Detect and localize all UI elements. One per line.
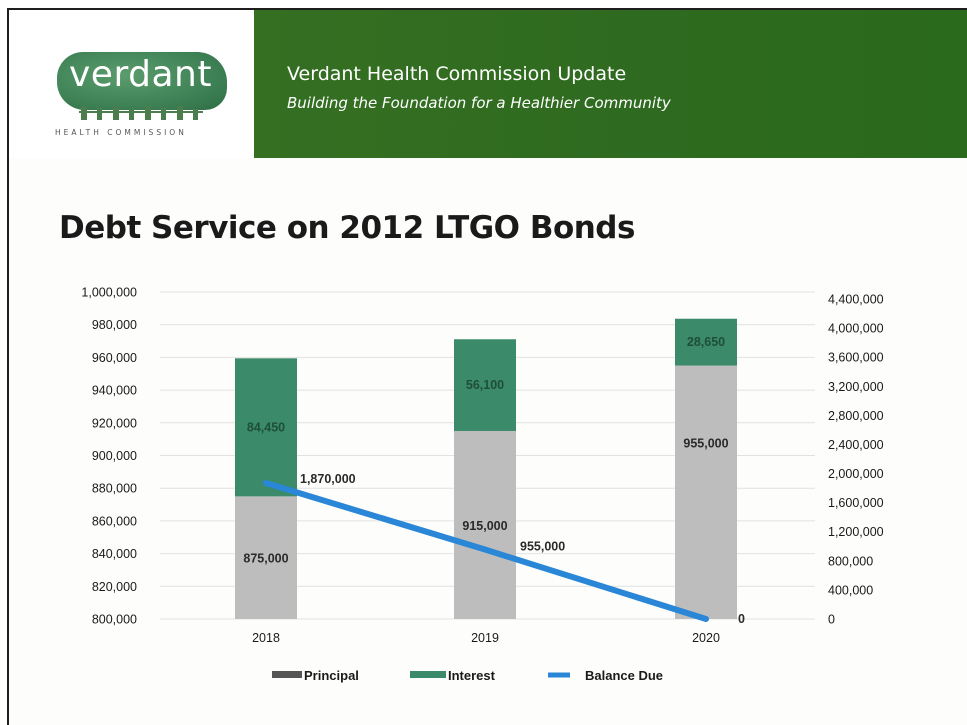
y-right-tick-label: 2,800,000: [828, 409, 884, 423]
x-tick-label: 2018: [252, 631, 280, 645]
interest-bar: [675, 318, 737, 366]
principal-data-label: 955,000: [683, 436, 728, 450]
legend-label-interest: Interest: [448, 668, 496, 683]
legend-swatch-interest: [410, 671, 446, 678]
balance-due-line: [263, 480, 709, 622]
y-right-tick-label: 1,200,000: [828, 525, 884, 539]
y-right-tick-label: 4,000,000: [828, 322, 884, 336]
balance-data-label: 0: [738, 612, 745, 626]
y-left-tick-label: 1,000,000: [81, 286, 137, 300]
y-left-tick-label: 840,000: [92, 547, 137, 561]
y-right-tick-label: 1,600,000: [828, 496, 884, 510]
legend-swatch-principal: [272, 671, 302, 678]
x-tick-label: 2020: [692, 631, 720, 645]
interest-data-label: 56,100: [466, 378, 504, 392]
principal-bar: [675, 365, 737, 619]
balance-data-label: 1,870,000: [300, 472, 356, 486]
y-left-tick-label: 900,000: [92, 449, 137, 463]
y-left-tick-label: 860,000: [92, 514, 137, 528]
y-left-tick-label: 800,000: [92, 613, 137, 627]
chart-title: Debt Service on 2012 LTGO Bonds: [59, 210, 635, 246]
header-banner: Verdant Health Commission Update Buildin…: [254, 10, 967, 158]
interest-bar: [235, 358, 297, 497]
y-left-tick-label: 820,000: [92, 580, 137, 594]
interest-data-label: 84,450: [247, 420, 285, 434]
interest-bar: [454, 339, 516, 431]
y-left-tick-label: 940,000: [92, 384, 137, 398]
y-right-tick-label: 400,000: [828, 583, 873, 597]
interest-data-label: 28,650: [687, 335, 725, 349]
principal-data-label: 875,000: [243, 552, 288, 566]
y-right-tick-label: 2,000,000: [828, 467, 884, 481]
principal-bar: [454, 430, 516, 619]
tree-canopy-icon: [57, 52, 227, 110]
y-right-tick-label: 4,400,000: [828, 293, 884, 307]
principal-data-label: 915,000: [462, 519, 507, 533]
y-left-tick-label: 920,000: [92, 416, 137, 430]
x-tick-label: 2019: [471, 631, 499, 645]
y-left-tick-label: 980,000: [92, 318, 137, 332]
y-left-tick-label: 880,000: [92, 482, 137, 496]
y-right-tick-label: 3,600,000: [828, 351, 884, 365]
logo: verdant HEALTH COMMISSION: [9, 10, 254, 158]
y-right-tick-label: 3,200,000: [828, 380, 884, 394]
legend-label-principal: Principal: [304, 668, 359, 683]
legend-label-balance: Balance Due: [585, 668, 663, 683]
y-right-tick-label: 2,400,000: [828, 438, 884, 452]
y-right-tick-label: 0: [828, 613, 835, 627]
y-left-tick-label: 960,000: [92, 351, 137, 365]
tree-trunks-icon: [79, 106, 203, 120]
header-title: Verdant Health Commission Update: [287, 63, 627, 85]
header-subtitle: Building the Foundation for a Healthier …: [287, 94, 671, 112]
principal-bar: [235, 496, 297, 619]
balance-data-label: 955,000: [520, 540, 565, 554]
logo-subtitle: HEALTH COMMISSION: [55, 128, 187, 137]
logo-word: verdant: [69, 54, 212, 95]
slide: verdant HEALTH COMMISSION Verdant Health…: [7, 8, 967, 725]
y-right-tick-label: 800,000: [828, 554, 873, 568]
